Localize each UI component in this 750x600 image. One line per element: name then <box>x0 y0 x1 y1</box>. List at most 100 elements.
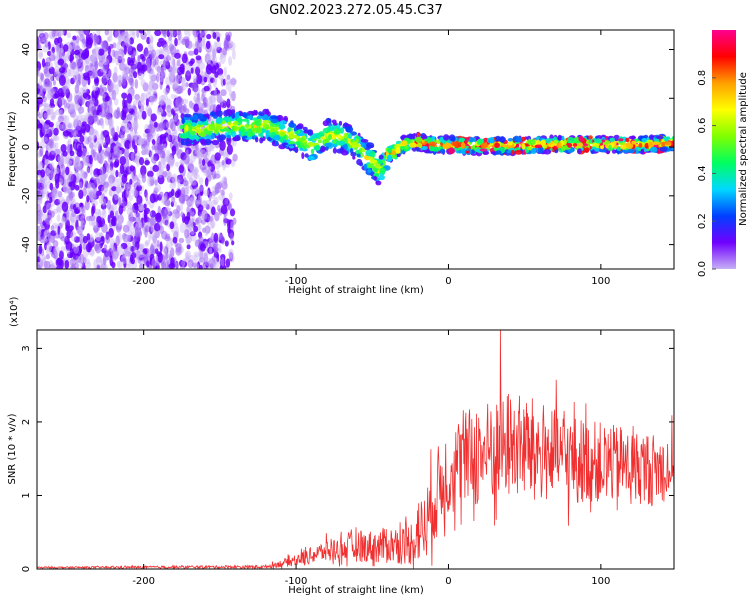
spectrogram-cell <box>180 113 185 120</box>
spectrogram-cell <box>324 142 332 147</box>
spectrogram-cell <box>91 48 97 55</box>
spectrogram-cell <box>82 150 86 160</box>
x-tick-label: 0 <box>445 276 451 287</box>
spectrogram-cell <box>133 189 139 198</box>
spectrogram-cell <box>128 74 134 86</box>
spectrogram-cell <box>169 45 177 55</box>
spectrogram-cell <box>136 30 140 38</box>
spectrogram-cell <box>308 142 314 147</box>
spectrogram-cell <box>204 177 209 187</box>
spectrogram-cell <box>103 255 107 266</box>
spectrogram-cell <box>314 144 321 151</box>
spectrogram-cell <box>294 141 301 146</box>
spectrogram-cell <box>273 134 281 141</box>
spectrogram-cell <box>143 203 147 209</box>
spectrogram-cell <box>601 139 606 143</box>
spectrogram-cell <box>460 142 466 149</box>
spectrogram-cell <box>60 246 65 252</box>
spectrogram-cell <box>188 100 193 109</box>
spectrogram-cell <box>62 182 69 193</box>
spectrogram-cell <box>76 148 83 157</box>
spectrogram-cell <box>171 173 178 183</box>
spectrogram-cell <box>338 141 346 146</box>
spectrogram-cell <box>172 75 176 83</box>
spectrogram-cell <box>131 151 135 162</box>
spectrogram-cell <box>69 42 76 51</box>
spectrogram-cell <box>212 32 217 39</box>
spectrogram-cell <box>134 115 138 125</box>
spectrogram-cell <box>200 242 206 252</box>
spectrogram-cell <box>161 261 166 269</box>
spectrogram-cell <box>67 225 74 232</box>
spectrogram-cell <box>156 72 160 83</box>
spectrogram-cell <box>222 78 226 86</box>
spectrogram-cell <box>387 147 393 154</box>
spectrogram-cell <box>400 140 408 147</box>
spectrogram-cell <box>93 46 97 56</box>
spectrogram-cell <box>218 73 225 80</box>
spectrogram-cell <box>163 30 167 38</box>
spectrogram-cell <box>37 110 41 117</box>
spectrogram-cell <box>536 139 541 146</box>
spectrogram-cell <box>132 105 138 116</box>
spectrogram-cell <box>202 41 206 50</box>
spectrogram-cell <box>163 48 170 58</box>
spectrogram-cell <box>45 150 49 160</box>
spectrogram-cell <box>119 163 125 175</box>
spectrogram-cell <box>92 53 99 62</box>
spectrogram-cell <box>191 180 197 186</box>
spectrogram-cell <box>159 76 165 83</box>
spectrogram-cell <box>56 124 64 130</box>
spectrogram-cell <box>54 224 58 234</box>
spectrogram-cell <box>228 56 233 66</box>
spectrogram-cell <box>152 90 158 102</box>
spectrogram-cell <box>162 171 168 178</box>
spectrogram-cell <box>67 123 72 129</box>
spectrogram-cell <box>95 190 102 196</box>
spectrogram-cell <box>185 250 192 259</box>
spectrogram-cell <box>122 224 130 233</box>
spectrogram-cell <box>190 130 196 136</box>
spectrogram-cell <box>578 135 584 142</box>
spectrogram-cell <box>71 128 79 137</box>
spectrogram-cell <box>98 48 105 56</box>
spectrogram-cell <box>247 130 252 138</box>
spectrogram-cell <box>109 210 114 219</box>
spectrogram-cell <box>214 182 221 194</box>
spectrogram-cell <box>232 153 238 162</box>
spectrogram-cell <box>68 157 74 164</box>
spectrogram-cell <box>142 248 148 255</box>
spectrogram-cell <box>229 232 234 242</box>
spectrogram-cell <box>213 41 218 52</box>
y-tick-label: 40 <box>21 43 32 56</box>
spectrogram-cell <box>115 187 122 194</box>
spectrogram-cell <box>213 62 220 70</box>
spectrogram-cell <box>108 79 113 86</box>
spectrogram-frame <box>36 29 675 270</box>
spectrogram-cell <box>171 176 177 186</box>
spectrogram-cell <box>170 247 175 258</box>
spectrogram-cell <box>81 262 86 269</box>
spectrogram-cell <box>191 168 197 175</box>
spectrogram-cell <box>54 246 61 257</box>
spectrogram-cell <box>110 49 114 57</box>
spectrogram-cell <box>231 131 237 138</box>
spectrogram-cell <box>132 100 138 107</box>
spectrogram-cell <box>44 61 51 67</box>
spectrogram-cell <box>211 139 220 146</box>
spectrogram-cell <box>224 240 229 247</box>
spectrogram-cell <box>172 236 178 244</box>
spectrogram-cell <box>37 256 41 263</box>
spectrogram-cell <box>214 152 221 161</box>
spectrogram-cell <box>103 181 110 189</box>
spectrogram-cell <box>201 93 205 102</box>
spectrogram-cell <box>121 121 126 132</box>
spectrogram-cell <box>79 108 84 114</box>
spectrogram-cell <box>153 121 158 128</box>
spectrogram-cell <box>75 254 82 264</box>
spectrogram-cell <box>89 71 96 79</box>
spectrogram-cell <box>49 182 54 191</box>
spectrogram-cell <box>133 202 139 210</box>
spectrogram-cell <box>279 131 286 137</box>
spectrogram-cell <box>99 151 105 162</box>
